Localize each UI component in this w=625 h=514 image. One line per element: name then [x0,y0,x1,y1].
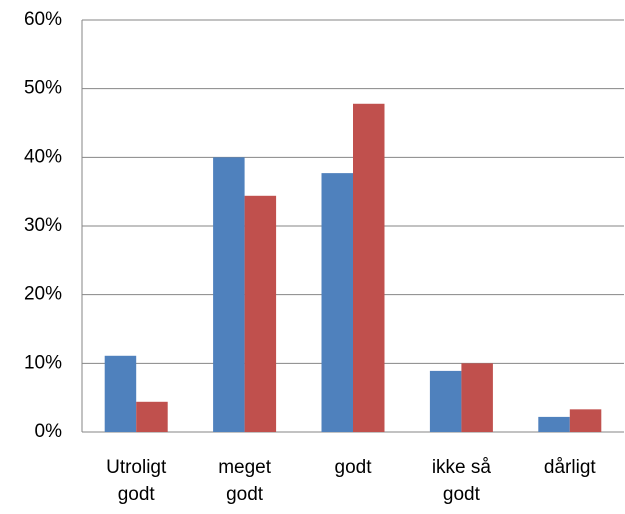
bar [538,416,570,432]
y-tick-label: 0% [35,421,63,442]
bar [213,157,245,433]
bar [104,355,137,432]
bar [321,173,353,433]
x-tick-label: ikke så godt [431,457,491,505]
y-tick-label: 30% [24,215,62,236]
y-tick-label: 60% [24,9,62,30]
x-tick-label: meget godt [218,457,271,505]
bar [429,370,462,432]
y-tick-label: 10% [24,352,62,373]
y-tick-label: 50% [24,78,62,99]
bar [244,195,277,432]
bar [136,401,168,432]
x-tick-label: dårligt [543,457,596,478]
bar [461,363,493,432]
y-tick-label: 20% [24,284,62,305]
x-tick-label: godt [334,457,372,478]
bar [353,103,385,433]
bar [569,409,602,432]
y-tick-label: 40% [24,146,62,167]
x-tick-label: Utroligt godt [106,457,167,505]
